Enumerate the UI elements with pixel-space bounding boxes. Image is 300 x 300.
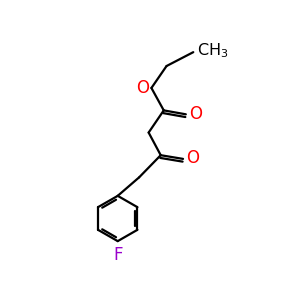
Text: O: O	[186, 149, 199, 167]
Text: O: O	[136, 79, 148, 97]
Text: CH$_3$: CH$_3$	[197, 42, 228, 60]
Text: O: O	[189, 105, 202, 123]
Text: F: F	[113, 246, 122, 264]
